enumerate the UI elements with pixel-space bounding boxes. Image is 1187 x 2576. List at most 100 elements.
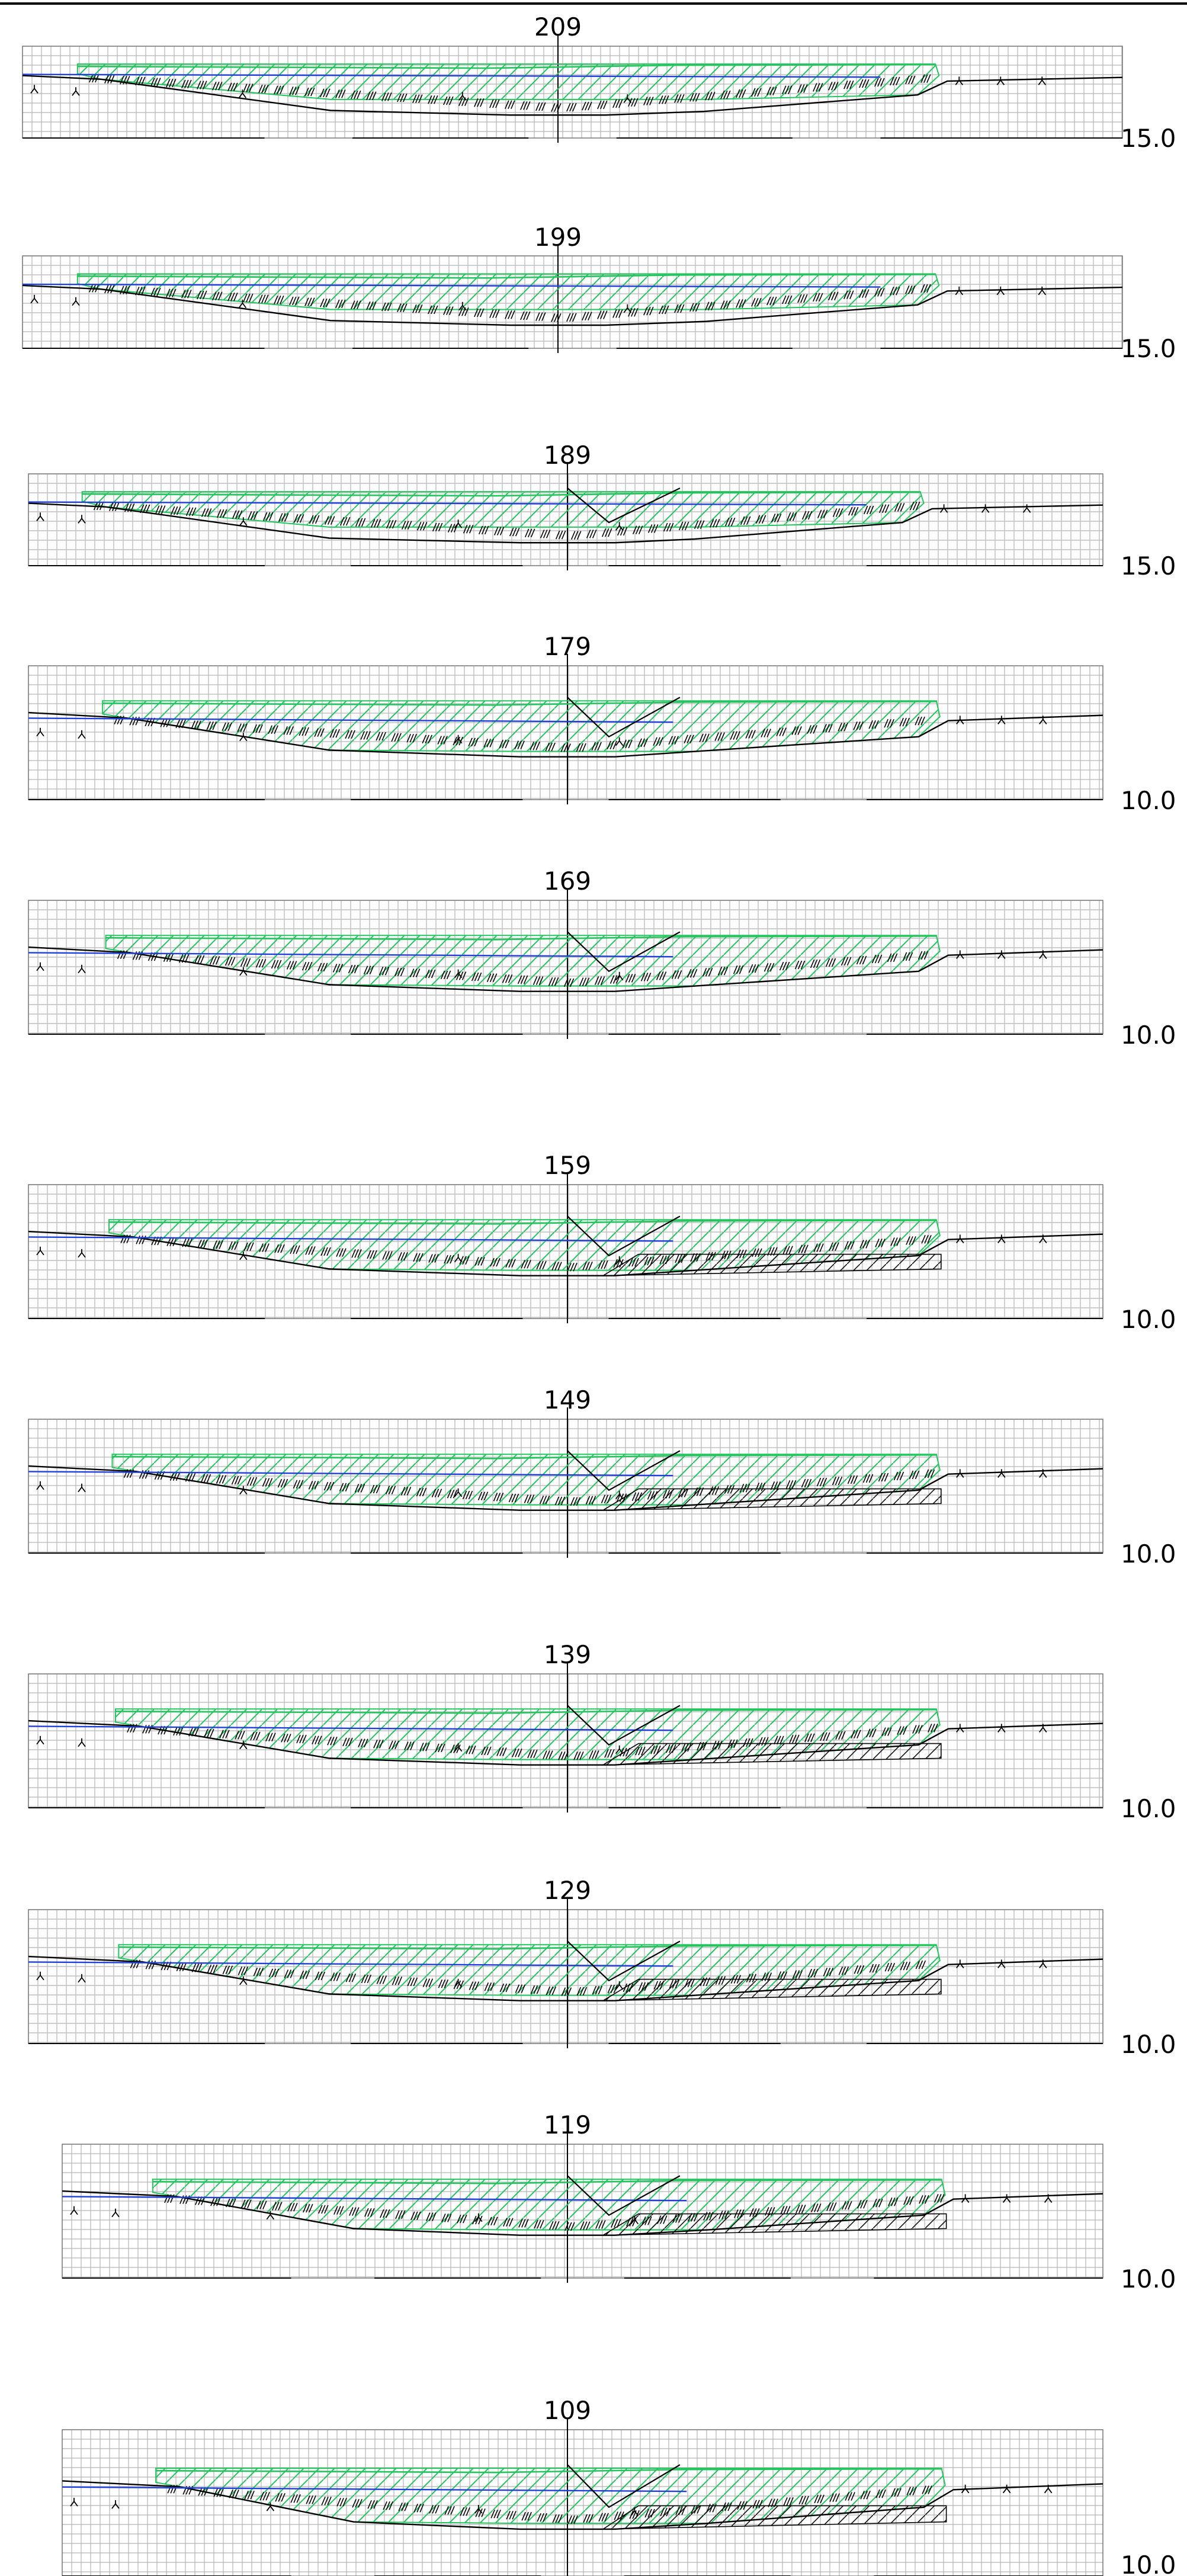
section-title: 179 <box>544 632 591 661</box>
datum-elevation: 10.0 <box>1121 1021 1176 1050</box>
design-top-line <box>105 935 936 941</box>
terrain-symbols <box>70 2484 1053 2516</box>
section-title: 129 <box>544 1876 591 1905</box>
section-title: 109 <box>544 2396 591 2425</box>
ditch-lines <box>567 1940 681 1982</box>
water-line <box>28 952 673 958</box>
design-top-line <box>112 1454 936 1459</box>
water-line <box>62 2486 687 2492</box>
datum-elevation: 10.0 <box>1121 1305 1176 1334</box>
terrain-symbols <box>36 1724 1047 1754</box>
datum-elevation: 15.0 <box>1121 334 1176 363</box>
ground-line <box>28 1230 1103 1276</box>
terrain-symbols <box>36 716 1047 746</box>
water-line <box>28 501 867 506</box>
cross-section: 149 10.0 <box>28 1385 1176 1568</box>
slope-hatch <box>89 284 931 322</box>
ditch-lines <box>567 931 681 973</box>
cross-section: 199 15.0 <box>22 223 1176 363</box>
terrain-symbols <box>30 286 1047 313</box>
ground-line <box>28 1720 1103 1766</box>
section-title: 139 <box>544 1640 591 1669</box>
ditch-lines <box>567 1215 681 1257</box>
section-title: 149 <box>544 1385 591 1414</box>
slope-hatch <box>167 2485 932 2524</box>
ditch-lines <box>567 1705 681 1746</box>
terrain-symbols <box>36 1469 1047 1500</box>
water-line <box>22 283 881 288</box>
design-top-line <box>152 2179 942 2184</box>
water-line <box>28 1236 673 1242</box>
water-line <box>28 1961 673 1967</box>
slope-hatch <box>117 950 929 987</box>
datum-elevation: 10.0 <box>1121 1794 1176 1823</box>
sections-root: 209 15.0 199 15.0 189 15.0 179 10.0 169 10.0 159 10… <box>22 12 1176 2576</box>
fill-area <box>81 491 925 528</box>
section-title: 209 <box>534 12 582 41</box>
section-title: 119 <box>544 2110 591 2139</box>
ground-line <box>62 2480 1103 2530</box>
slope-hatch <box>130 1959 926 1996</box>
design-top-line <box>156 2468 942 2474</box>
cross-section: 159 10.0 <box>28 1151 1176 1334</box>
slope-hatch <box>164 2193 945 2231</box>
section-title: 189 <box>544 441 591 470</box>
water-line <box>28 717 673 723</box>
fill-area <box>76 63 940 100</box>
ground-line <box>22 75 1123 116</box>
ditch-lines <box>567 1450 681 1491</box>
water-line <box>28 1471 673 1477</box>
slope-hatch <box>127 1724 938 1760</box>
datum-elevation: 10.0 <box>1121 2030 1176 2059</box>
ditch-lines <box>567 2175 681 2216</box>
ditch-lines <box>567 487 681 524</box>
ground-line <box>28 711 1103 758</box>
datum-elevation: 15.0 <box>1121 124 1176 153</box>
fill-area <box>105 935 941 987</box>
cross-section: 129 10.0 <box>28 1876 1176 2059</box>
water-line <box>22 73 881 78</box>
ditch-lines <box>567 697 681 738</box>
ditch-lines <box>567 2464 681 2508</box>
ground-line <box>22 284 1123 326</box>
terrain-symbols <box>30 76 1047 103</box>
section-title: 169 <box>544 867 591 896</box>
cross-section: 179 10.0 <box>28 632 1176 815</box>
datum-elevation: 10.0 <box>1121 1539 1176 1568</box>
datum-elevation: 10.0 <box>1121 2551 1176 2576</box>
section-title: 199 <box>534 223 582 252</box>
cross-section: 209 15.0 <box>22 12 1176 153</box>
design-top-line <box>118 1944 936 1950</box>
cross-section: 139 10.0 <box>28 1640 1176 1823</box>
datum-elevation: 10.0 <box>1121 786 1176 815</box>
ground-line <box>28 946 1103 992</box>
water-line <box>62 2196 687 2202</box>
slope-hatch <box>123 1469 935 1506</box>
design-top-line <box>82 491 920 497</box>
fill-area <box>76 273 940 310</box>
cross-section: 119 10.0 <box>62 2110 1176 2293</box>
slope-hatch <box>89 73 931 112</box>
ground-line <box>28 1955 1103 2001</box>
cross-section: 189 15.0 <box>28 441 1176 580</box>
section-grid <box>62 2429 1103 2576</box>
design-top-line <box>109 1219 936 1225</box>
slope-hatch <box>114 716 925 752</box>
ground-line <box>28 1465 1103 1511</box>
terrain-symbols <box>36 1234 1047 1265</box>
slope-hatch <box>93 501 920 540</box>
terrain-symbols <box>36 950 1047 981</box>
design-top-line <box>115 1708 936 1714</box>
datum-elevation: 10.0 <box>1121 2264 1176 2293</box>
cross-section: 169 10.0 <box>28 867 1176 1050</box>
design-top-line <box>77 63 936 69</box>
ground-line <box>28 502 1103 544</box>
water-line <box>28 1725 673 1731</box>
section-title: 159 <box>544 1151 591 1180</box>
terrain-symbols <box>36 1959 1047 1990</box>
design-top-line <box>77 274 936 279</box>
section-grid <box>28 473 1103 566</box>
slope-hatch <box>120 1234 932 1272</box>
cross-section: 109 10.0 <box>62 2396 1176 2576</box>
